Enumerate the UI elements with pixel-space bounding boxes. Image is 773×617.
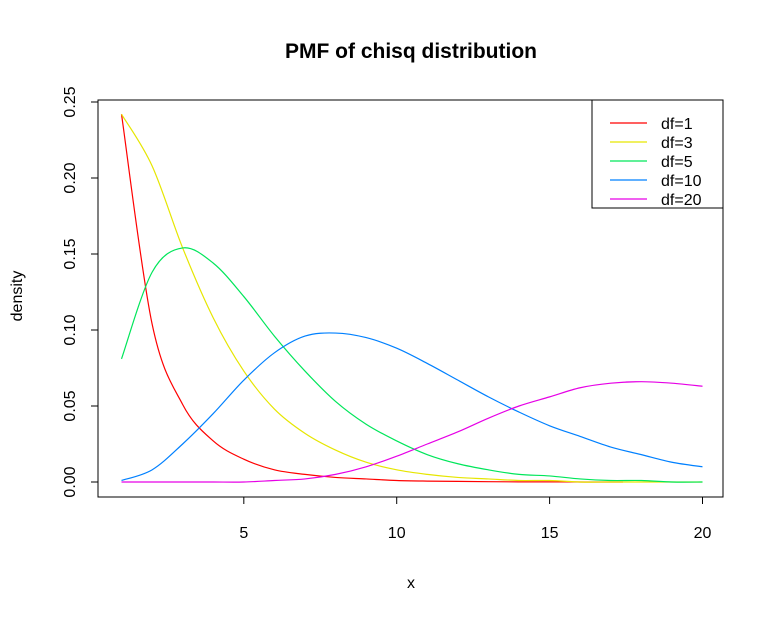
legend-box — [591, 99, 724, 209]
legend: df=1 df=3 df=5 df=10 df=20 — [591, 99, 724, 209]
y-tick-label: 0.05 — [62, 390, 79, 421]
series-line-df-5 — [120, 247, 703, 483]
y-tick-label: 0.15 — [62, 238, 79, 269]
y-tick-label: 0.25 — [62, 86, 79, 117]
x-tick-label: 15 — [541, 525, 559, 542]
chart-title: PMF of chisq distribution — [285, 40, 537, 63]
series-line-df-3 — [120, 113, 703, 483]
x-tick-label: 5 — [239, 525, 248, 542]
series-line-df-1 — [120, 114, 623, 483]
legend-label: df=1 — [661, 116, 693, 133]
y-axis: 0.00 0.05 0.10 0.15 0.20 0.25 — [62, 86, 99, 498]
x-axis-label: x — [407, 575, 415, 592]
y-tick-label: 0.00 — [62, 466, 79, 497]
legend-label: df=20 — [661, 192, 702, 209]
series-layer — [120, 113, 703, 483]
legend-label: df=3 — [661, 135, 693, 152]
y-tick-label: 0.20 — [62, 162, 79, 193]
legend-label: df=5 — [661, 154, 693, 171]
x-axis: 5 10 15 20 — [239, 496, 712, 542]
x-tick-label: 20 — [694, 525, 712, 542]
series-line-df-20 — [121, 381, 703, 483]
y-axis-label: density — [9, 271, 26, 322]
x-tick-label: 10 — [388, 525, 406, 542]
legend-label: df=10 — [661, 173, 702, 190]
series-line-df-10 — [121, 332, 703, 482]
y-tick-label: 0.10 — [62, 314, 79, 345]
